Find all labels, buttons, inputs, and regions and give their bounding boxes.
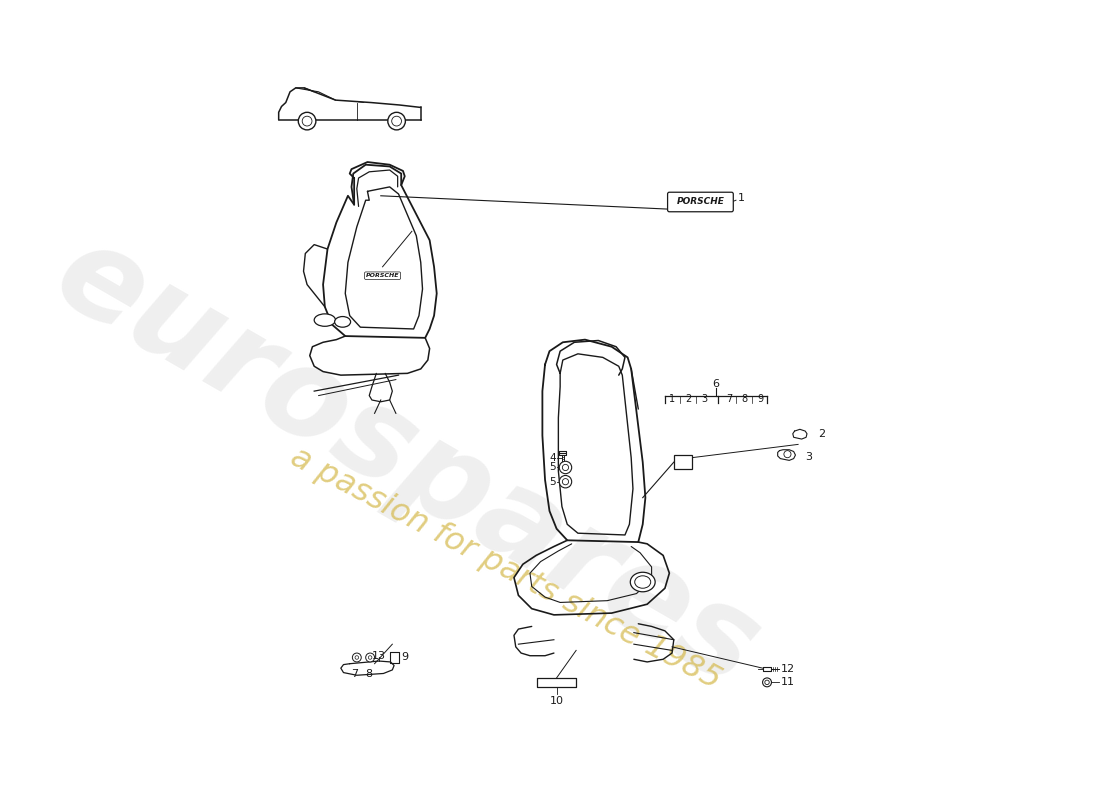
Text: 9: 9 [758, 394, 763, 404]
Text: 5: 5 [549, 462, 556, 473]
Circle shape [298, 112, 316, 130]
Text: 13: 13 [372, 650, 386, 661]
Text: PORSCHE: PORSCHE [366, 273, 399, 278]
Circle shape [559, 462, 572, 474]
Ellipse shape [635, 576, 651, 588]
Circle shape [365, 653, 375, 662]
Text: 1: 1 [669, 394, 675, 404]
Circle shape [352, 653, 361, 662]
Circle shape [762, 678, 771, 686]
Text: 9: 9 [402, 653, 408, 662]
Text: 7: 7 [726, 394, 732, 404]
Text: 4: 4 [549, 453, 556, 462]
Text: 2: 2 [818, 429, 826, 438]
Circle shape [355, 656, 359, 659]
Circle shape [562, 478, 569, 485]
Circle shape [392, 116, 402, 126]
Text: 3: 3 [805, 452, 812, 462]
Text: 6: 6 [712, 379, 719, 389]
Ellipse shape [630, 572, 656, 592]
Ellipse shape [334, 317, 351, 327]
Text: 10: 10 [550, 696, 563, 706]
Circle shape [388, 112, 406, 130]
Text: 12: 12 [780, 664, 794, 674]
Circle shape [764, 680, 769, 685]
Text: 11: 11 [780, 678, 794, 687]
Circle shape [784, 450, 791, 458]
Text: eurospares: eurospares [35, 212, 780, 712]
Circle shape [302, 116, 312, 126]
Circle shape [559, 475, 572, 488]
Text: a passion for parts since 1985: a passion for parts since 1985 [285, 442, 726, 696]
FancyBboxPatch shape [674, 455, 692, 470]
Text: 8: 8 [741, 394, 748, 404]
Text: 3: 3 [701, 394, 707, 404]
Text: 1: 1 [738, 194, 745, 203]
Circle shape [368, 656, 372, 659]
Text: 2: 2 [685, 394, 691, 404]
Text: PORSCHE: PORSCHE [676, 198, 725, 206]
Text: 8: 8 [365, 669, 372, 679]
Text: 7: 7 [352, 669, 359, 679]
Text: 5: 5 [549, 477, 556, 486]
Circle shape [562, 464, 569, 470]
Ellipse shape [315, 314, 336, 326]
FancyBboxPatch shape [668, 192, 734, 212]
